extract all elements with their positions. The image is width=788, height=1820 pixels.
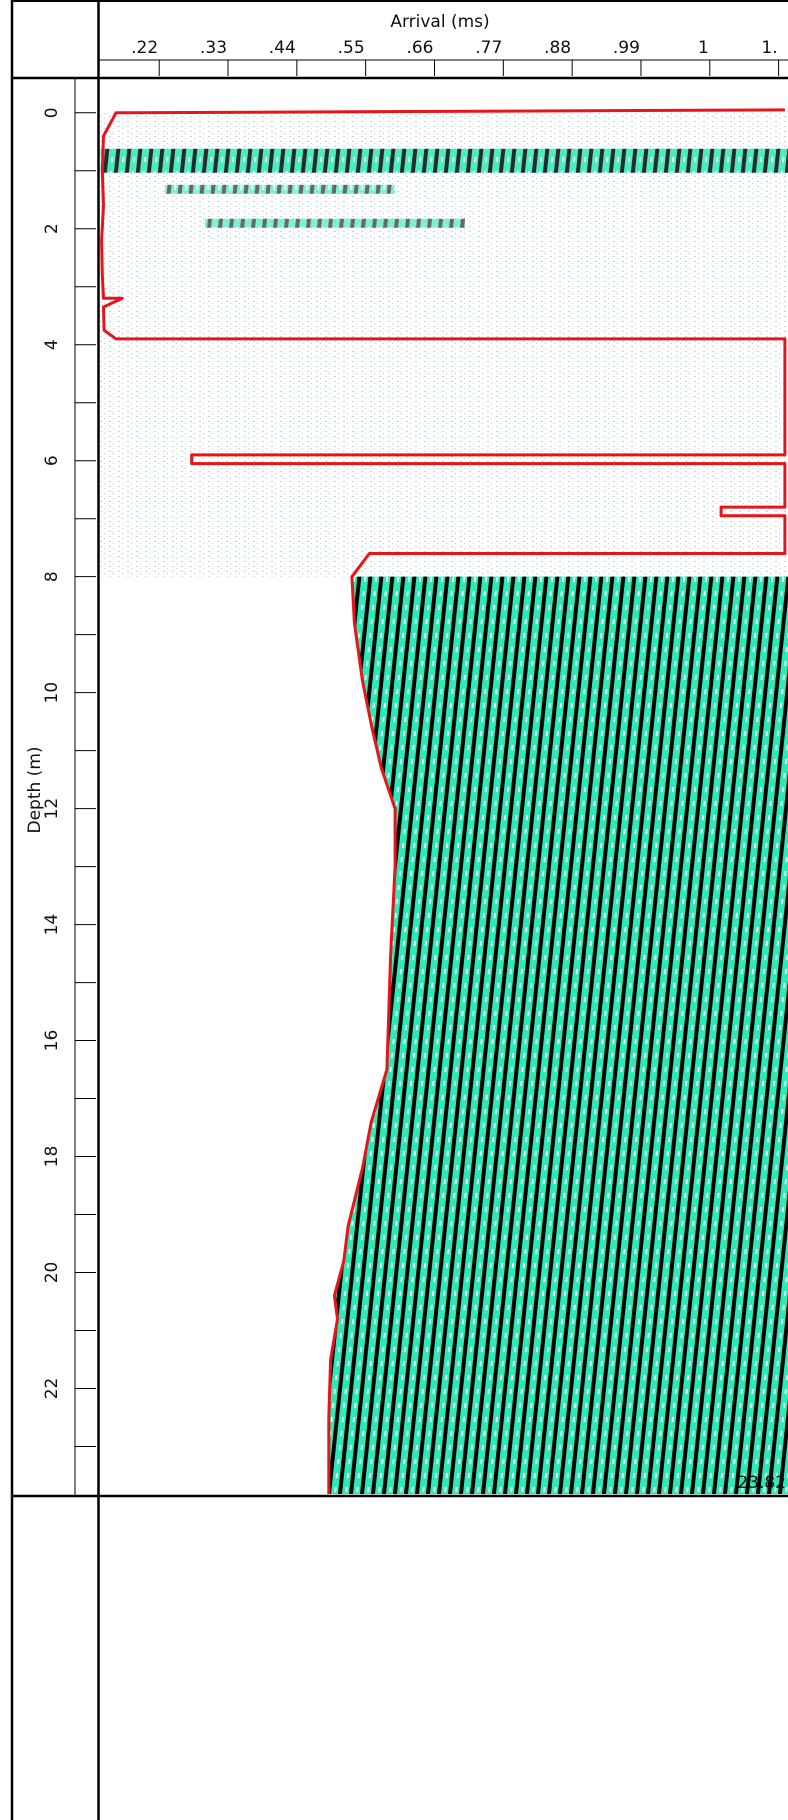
y-tick-label: 14 [42,914,62,936]
y-tick-label: 22 [42,1378,62,1400]
x-tick-label: .55 [338,38,365,58]
waveform [329,577,788,1494]
dark-band [205,219,465,228]
y-axis-title: Depth (m) [25,746,45,833]
y-tick-label: 18 [42,1146,62,1168]
y-tick-label: 20 [42,1262,62,1284]
x-tick-label: .33 [200,38,227,58]
x-tick-label: .44 [269,38,296,58]
x-tick-label: 1 [698,38,709,58]
waveform-layer [101,113,788,1494]
x-tick-label: 1. [761,38,777,58]
y-tick-label: 2 [42,223,62,234]
x-tick-label: .77 [475,38,502,58]
bottom-depth: 23.82 [737,1473,786,1493]
y-tick-label: 6 [42,455,62,466]
y-tick-label: 10 [42,682,62,704]
y-tick-label: 16 [42,1030,62,1052]
y-tick-label: 8 [42,571,62,582]
dark-band [165,185,395,194]
x-tick-label: .22 [131,38,158,58]
x-tick-label: .99 [613,38,640,58]
x-tick-label: .66 [406,38,433,58]
page: Arrival (ms) Depth (m) 23.82 .22 .33 .44 .5… [0,0,788,1820]
x-axis-title: Arrival (ms) [390,12,489,32]
noise-band [101,113,788,577]
y-tick-label: 4 [42,339,62,350]
chart: Arrival (ms) Depth (m) 23.82 .22 .33 .44 .5… [0,0,788,1820]
x-tick-label: .88 [544,38,571,58]
y-tick-label: 0 [42,107,62,118]
dark-band [101,149,788,173]
y-tick-label: 12 [42,798,62,820]
